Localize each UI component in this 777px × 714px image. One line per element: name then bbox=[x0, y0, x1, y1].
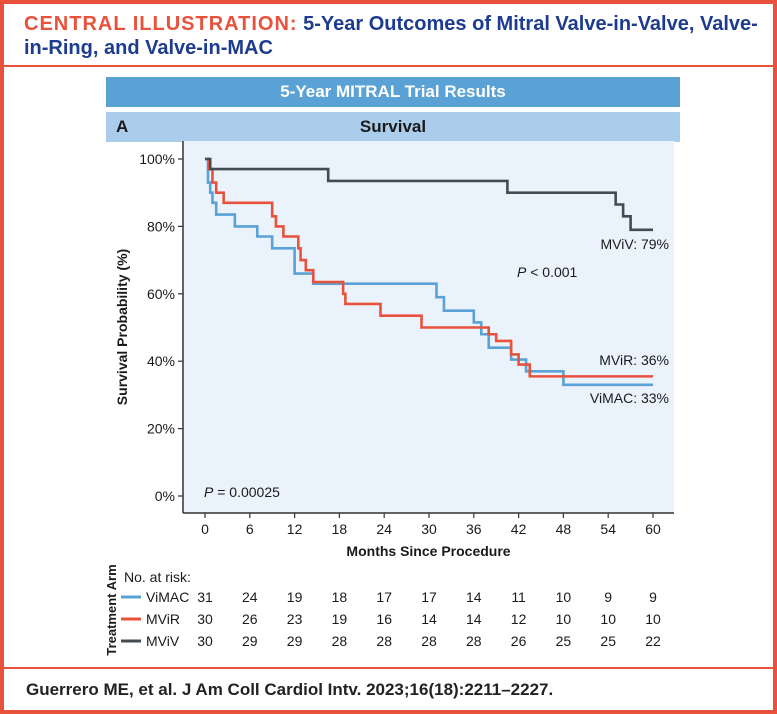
risk-cell: 10 bbox=[600, 611, 616, 627]
x-axis-label: Months Since Procedure bbox=[346, 543, 510, 559]
x-tick-label: 0 bbox=[201, 521, 209, 537]
x-tick-label: 30 bbox=[421, 521, 437, 537]
risk-cell: 9 bbox=[604, 589, 612, 605]
y-tick-label: 20% bbox=[147, 421, 175, 437]
risk-cell: 26 bbox=[511, 633, 527, 649]
citation: Guerrero ME, et al. J Am Coll Cardiol In… bbox=[26, 680, 554, 699]
risk-cell: 28 bbox=[332, 633, 348, 649]
risk-cell: 10 bbox=[556, 611, 572, 627]
risk-cell: 11 bbox=[511, 589, 526, 605]
risk-table-title: No. at risk: bbox=[124, 569, 191, 585]
risk-cell: 22 bbox=[645, 633, 661, 649]
risk-cell: 14 bbox=[466, 589, 482, 605]
y-tick-label: 60% bbox=[147, 286, 175, 302]
risk-cell: 18 bbox=[332, 589, 348, 605]
y-tick-label: 40% bbox=[147, 353, 175, 369]
risk-cell: 23 bbox=[287, 611, 303, 627]
y-tick-label: 80% bbox=[147, 218, 175, 234]
risk-table-axis-label: Treatment Arm bbox=[104, 564, 119, 655]
risk-cell: 28 bbox=[466, 633, 482, 649]
banner-title-text: 5-Year MITRAL Trial Results bbox=[280, 82, 506, 101]
risk-cell: 30 bbox=[197, 611, 213, 627]
risk-row-name-mviv: MViV bbox=[146, 633, 180, 649]
footer-divider bbox=[4, 667, 773, 669]
end-label-vimac: ViMAC: 33% bbox=[590, 390, 669, 406]
x-tick-label: 42 bbox=[511, 521, 527, 537]
y-tick-label: 100% bbox=[139, 151, 175, 167]
risk-cell: 12 bbox=[511, 611, 527, 627]
panel-header: A Survival bbox=[106, 112, 680, 142]
y-axis-label: Survival Probability (%) bbox=[114, 249, 130, 405]
end-label-mvir: MViR: 36% bbox=[599, 352, 669, 368]
risk-cell: 14 bbox=[421, 611, 437, 627]
risk-row-name-mvir: MViR bbox=[146, 611, 180, 627]
risk-cell: 29 bbox=[287, 633, 303, 649]
p-value-lower: P = 0.00025 bbox=[204, 484, 280, 500]
illustration-header: CENTRAL ILLUSTRATION: 5-Year Outcomes of… bbox=[24, 12, 764, 60]
p-value-overall: P < 0.001 bbox=[517, 264, 578, 280]
risk-cell: 17 bbox=[376, 589, 392, 605]
end-label-mviv: MViV: 79% bbox=[601, 236, 669, 252]
x-tick-label: 54 bbox=[600, 521, 616, 537]
risk-cell: 9 bbox=[649, 589, 657, 605]
x-tick-label: 60 bbox=[645, 521, 661, 537]
x-tick-label: 48 bbox=[556, 521, 572, 537]
x-tick-label: 36 bbox=[466, 521, 482, 537]
y-tick-label: 0% bbox=[155, 488, 175, 504]
risk-cell: 19 bbox=[332, 611, 348, 627]
panel-letter: A bbox=[116, 117, 129, 136]
header-title: 5-Year Outcomes of Mitral Valve-in-Valve… bbox=[24, 13, 758, 59]
x-tick-label: 18 bbox=[332, 521, 348, 537]
header-lead: CENTRAL ILLUSTRATION: bbox=[24, 13, 298, 35]
risk-cell: 25 bbox=[556, 633, 572, 649]
risk-cell: 29 bbox=[242, 633, 258, 649]
risk-cell: 30 bbox=[197, 633, 213, 649]
x-tick-label: 12 bbox=[287, 521, 303, 537]
risk-cell: 28 bbox=[376, 633, 392, 649]
header-divider bbox=[4, 65, 773, 67]
risk-cell: 24 bbox=[242, 589, 258, 605]
risk-cell: 28 bbox=[421, 633, 437, 649]
panel-title: Survival bbox=[359, 117, 427, 136]
risk-cell: 31 bbox=[197, 589, 213, 605]
km-curve-mviv bbox=[205, 157, 653, 232]
risk-cell: 17 bbox=[421, 589, 437, 605]
risk-row-name-vimac: ViMAC bbox=[146, 589, 189, 605]
x-tick-label: 6 bbox=[246, 521, 254, 537]
risk-cell: 25 bbox=[600, 633, 616, 649]
risk-cell: 26 bbox=[242, 611, 258, 627]
risk-cell: 19 bbox=[287, 589, 303, 605]
risk-cell: 16 bbox=[376, 611, 392, 627]
km-curve-mvir bbox=[205, 157, 653, 378]
risk-cell: 14 bbox=[466, 611, 482, 627]
risk-cell: 10 bbox=[556, 589, 572, 605]
x-tick-label: 24 bbox=[376, 521, 392, 537]
risk-cell: 10 bbox=[645, 611, 661, 627]
banner-title: 5-Year MITRAL Trial Results bbox=[106, 77, 680, 107]
